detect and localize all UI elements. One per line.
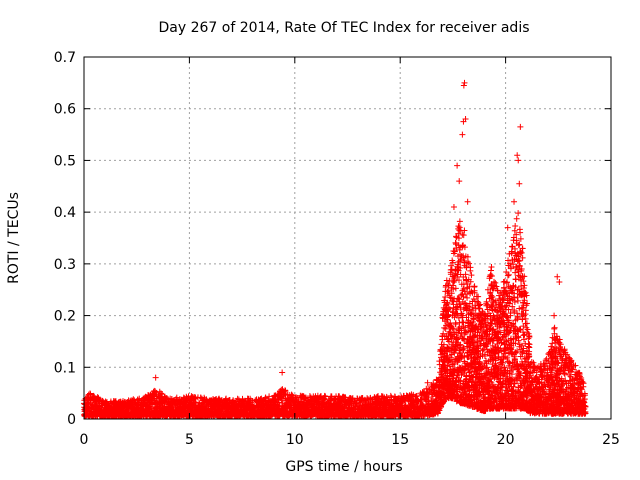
data-point [249, 397, 256, 404]
data-point [266, 393, 273, 400]
data-points [80, 79, 589, 420]
data-point [158, 390, 165, 397]
data-point [103, 399, 110, 406]
data-point [173, 394, 180, 401]
data-point [87, 391, 94, 398]
data-point [288, 391, 295, 398]
grid-lines [84, 57, 611, 419]
data-point [102, 398, 109, 405]
data-point [282, 388, 289, 395]
data-point [159, 391, 166, 398]
